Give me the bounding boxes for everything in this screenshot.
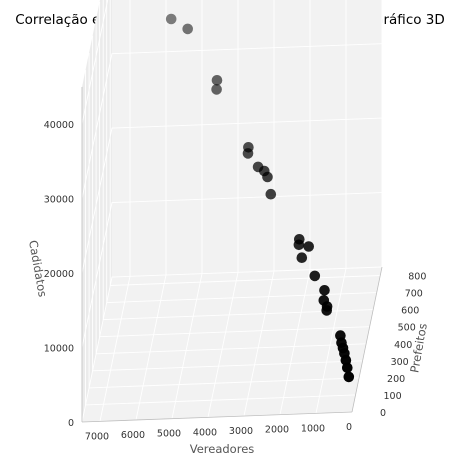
x-tick-label-1: 1000 <box>301 423 325 434</box>
z-tick-label-3: 30000 <box>44 195 74 206</box>
y-tick-label-7: 700 <box>405 289 423 300</box>
data-point-9 <box>262 172 273 183</box>
data-point-1 <box>166 14 177 25</box>
x-tick-label-6: 6000 <box>121 430 145 441</box>
pane-back <box>112 0 382 277</box>
y-tick-label-8: 800 <box>408 272 426 283</box>
data-point-19 <box>321 305 332 316</box>
x-tick-label-4: 4000 <box>193 427 217 438</box>
y-tick-label-5: 500 <box>398 323 416 334</box>
data-point-2 <box>182 24 193 35</box>
x-tick-label-7: 7000 <box>85 431 109 442</box>
chart-panes <box>82 0 382 422</box>
y-tick-label-4: 400 <box>394 340 412 351</box>
z-tick-label-0: 0 <box>68 418 74 429</box>
data-point-14 <box>297 252 308 263</box>
y-tick-label-2: 200 <box>387 374 405 385</box>
x-tick-label-3: 3000 <box>229 426 253 437</box>
data-point-15 <box>310 271 321 282</box>
z-tick-label-2: 20000 <box>44 269 74 280</box>
data-point-26 <box>344 372 355 383</box>
x-tick-label-2: 2000 <box>265 425 289 436</box>
data-point-25 <box>342 363 353 374</box>
data-point-13 <box>303 241 314 252</box>
data-point-4 <box>211 84 222 95</box>
y-tick-label-1: 100 <box>384 391 402 402</box>
x-axis-label: Vereadores <box>190 442 255 456</box>
x-tick-label-0: 0 <box>346 422 352 433</box>
data-point-16 <box>319 285 330 296</box>
x-tick-label-5: 5000 <box>157 429 181 440</box>
data-point-10 <box>266 189 277 200</box>
data-point-6 <box>243 148 254 159</box>
y-tick-label-6: 600 <box>401 306 419 317</box>
z-tick-label-1: 10000 <box>44 344 74 355</box>
data-point-12 <box>294 240 305 251</box>
z-tick-label-4: 40000 <box>44 120 74 131</box>
y-tick-label-0: 0 <box>380 408 386 419</box>
y-tick-label-3: 300 <box>391 357 409 368</box>
data-point-3 <box>212 75 223 86</box>
